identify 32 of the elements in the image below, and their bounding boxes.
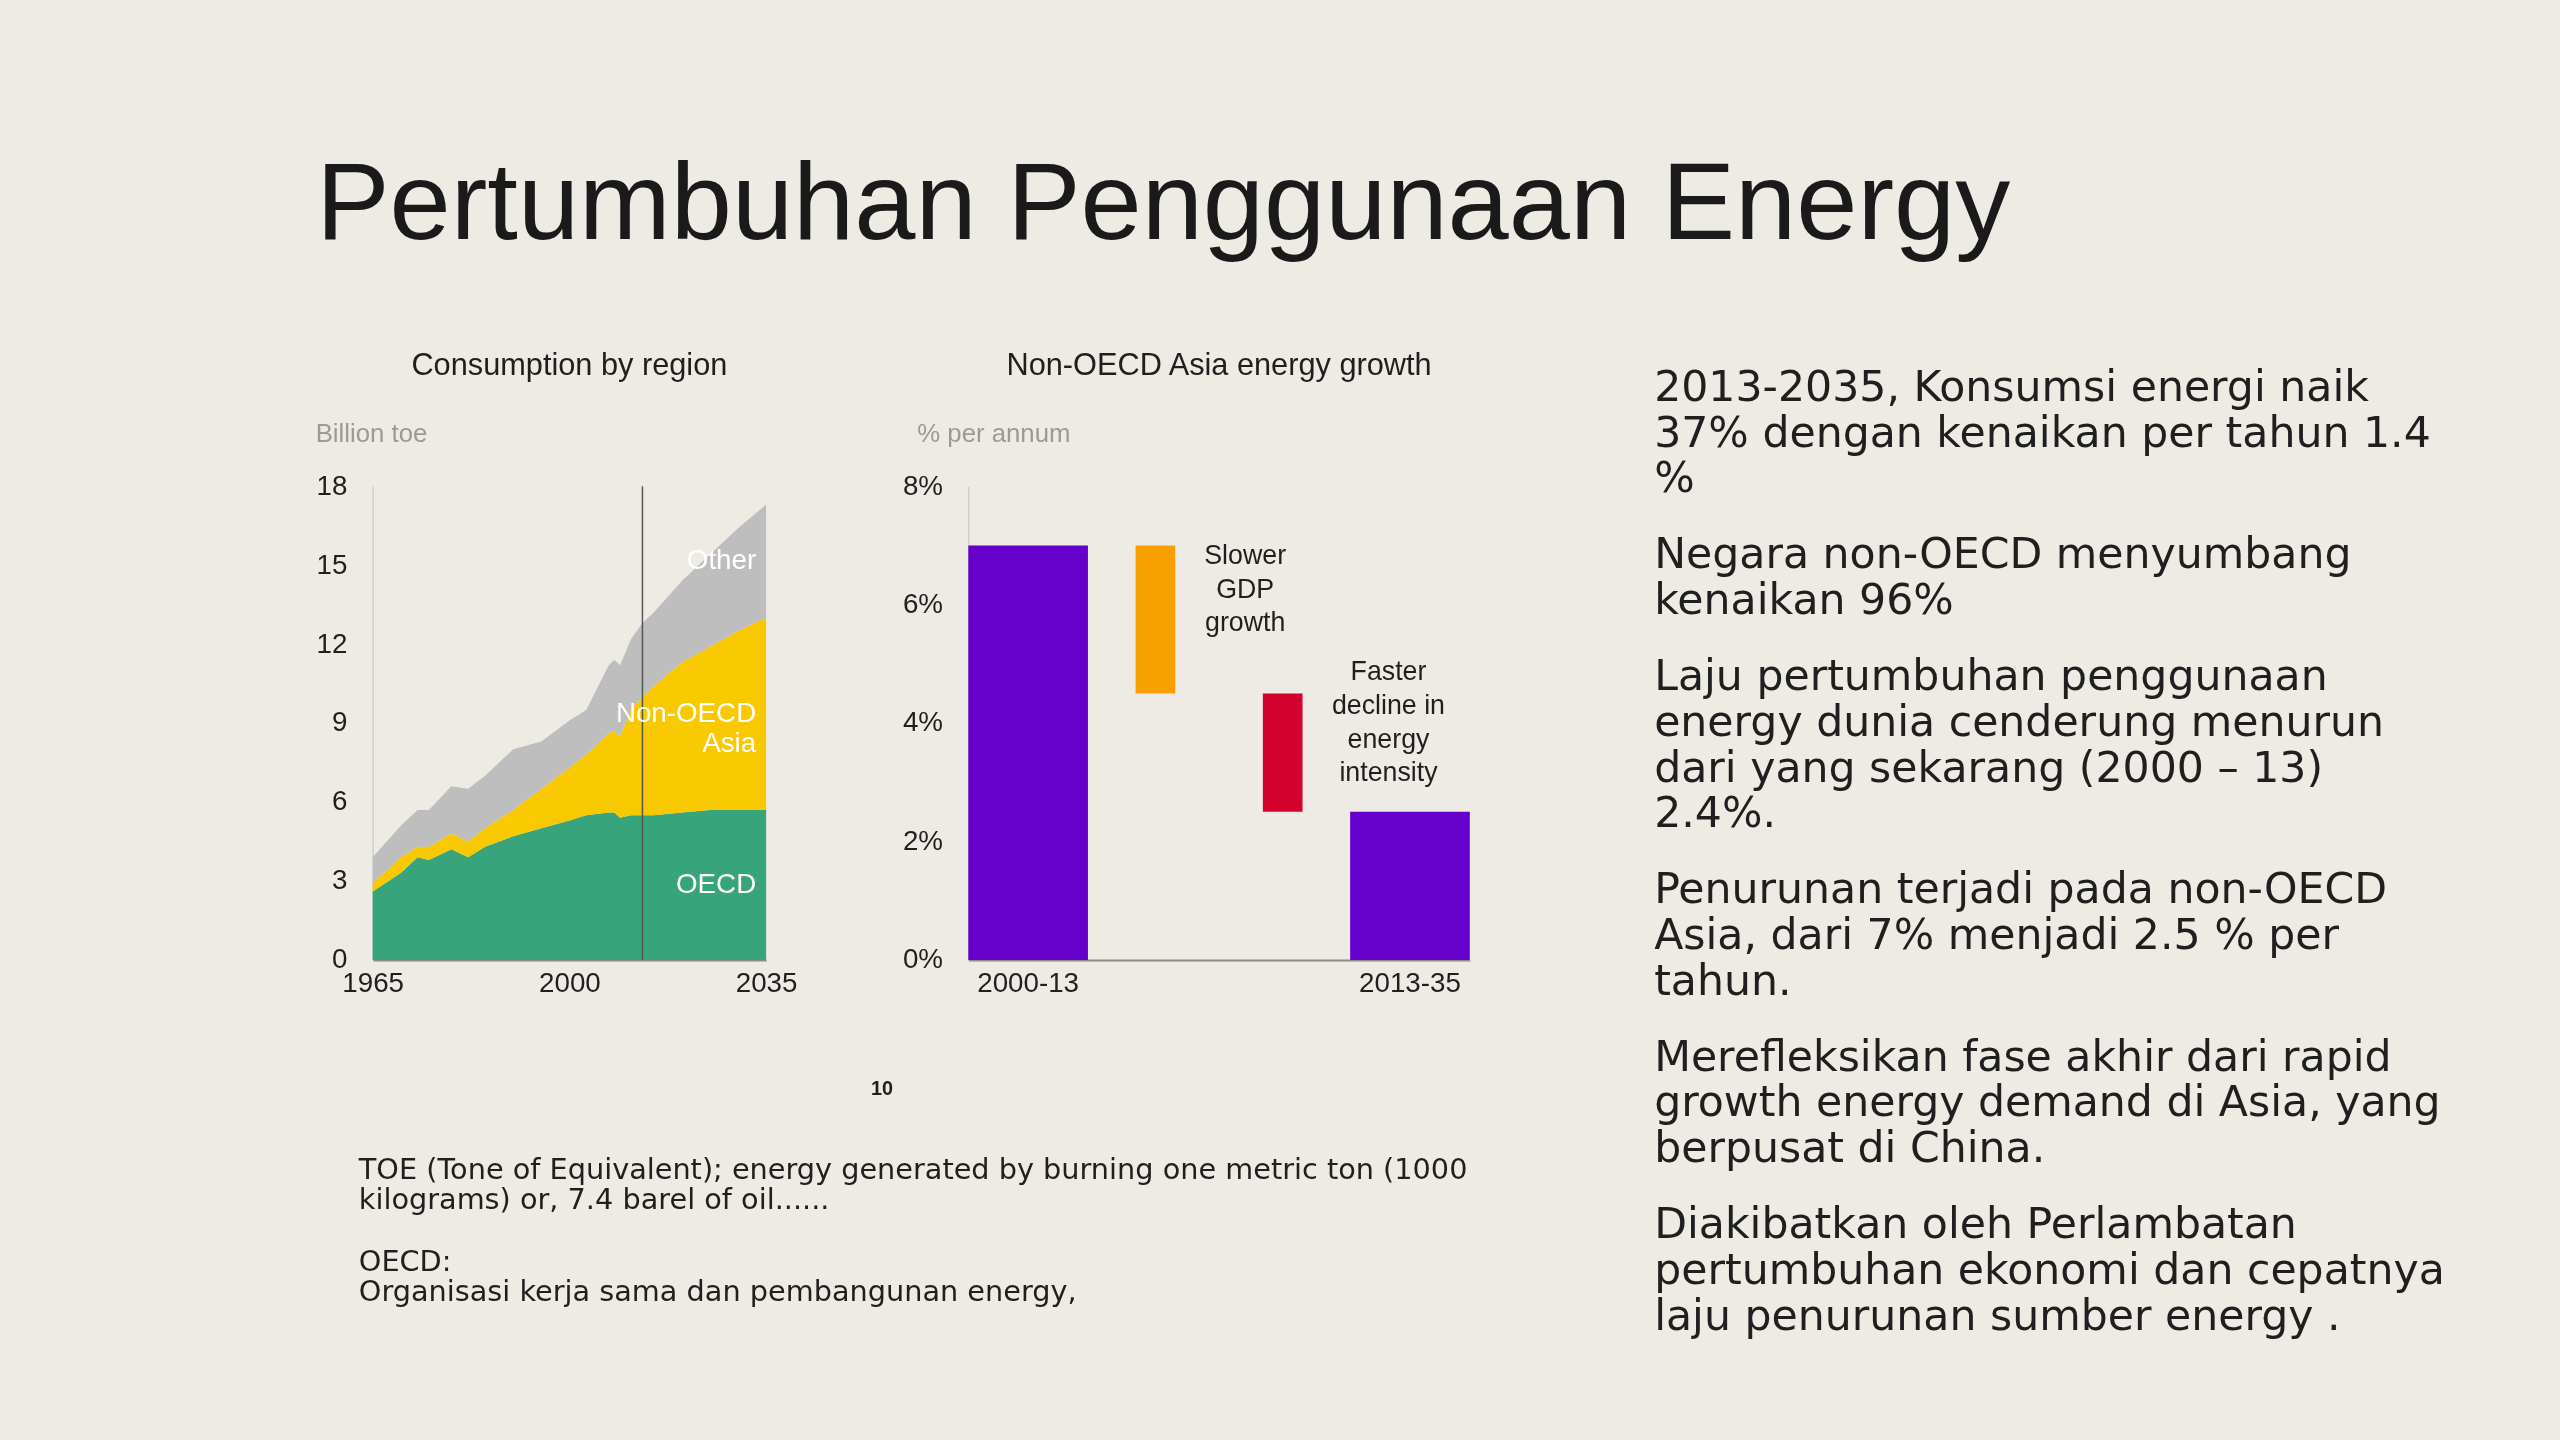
text: Penurunan terjadi pada non-OECD Asia, dari 7% menjadi 2.5 % per tahun.	[1654, 863, 2388, 1005]
x-tick-label: 2000	[539, 967, 601, 999]
text: Diakibatkan oleh Perlambatan pertumbuhan ekonomi dan cepatnya laju penurunan sumber energy .	[1654, 1198, 2445, 1340]
y-tick-label: 6	[331, 785, 348, 817]
text: Merefleksikan fase akhir dari rapid growth energy demand di Asia, yang berpusat di China.	[1654, 1030, 2441, 1173]
annotation: Slower GDP growth	[1204, 539, 1287, 638]
y-tick-label: 3	[331, 864, 348, 896]
y-tick-label: 9	[331, 706, 348, 738]
text: 10	[871, 1076, 894, 1099]
chart-title: Non-OECD Asia energy growth	[1006, 347, 1432, 383]
y-tick-label: 4%	[902, 706, 944, 738]
y-tick-label: 15	[316, 548, 348, 580]
x-tick-label: 2013-35	[1359, 967, 1461, 999]
y-tick-label: 12	[316, 627, 348, 659]
y-axis-title: % per annum	[917, 419, 1071, 448]
text: OECD: Organisasi kerja sama dan pembangunan energy,	[358, 1244, 1077, 1308]
x-tick-label: 2000-13	[977, 967, 1080, 999]
text: Negara non-OECD menyumbang kenaikan 96%	[1654, 528, 2352, 625]
y-tick-label: 6%	[902, 588, 944, 620]
y-tick-label: 18	[316, 469, 348, 501]
y-tick-label: 2%	[902, 824, 944, 856]
annotation: Faster decline in energy intensity	[1331, 656, 1445, 788]
text: TOE (Tone of Equivalent); energy generated by burning one metric ton (1000 kilograms) or, 7.4 barel of oil......	[357, 1151, 1468, 1216]
chart-title: Consumption by region	[411, 347, 728, 383]
x-tick-label: 2035	[735, 967, 798, 999]
text: Laju pertumbuhan penggunaan energy dunia cenderung menurun dari yang sekarang (2000 – 13) 2.4%.	[1654, 650, 2384, 838]
text: 2013-2035, Konsumsi energi naik 37% dengan kenaikan per tahun 1.4 %	[1654, 360, 2431, 503]
y-axis-title: Billion toe	[315, 419, 428, 448]
y-tick-label: 8%	[902, 469, 944, 501]
text: Pertumbuhan Penggunaan Energy	[316, 139, 2011, 263]
y-tick-label: 0%	[902, 943, 944, 975]
series-label: Other	[686, 544, 757, 576]
